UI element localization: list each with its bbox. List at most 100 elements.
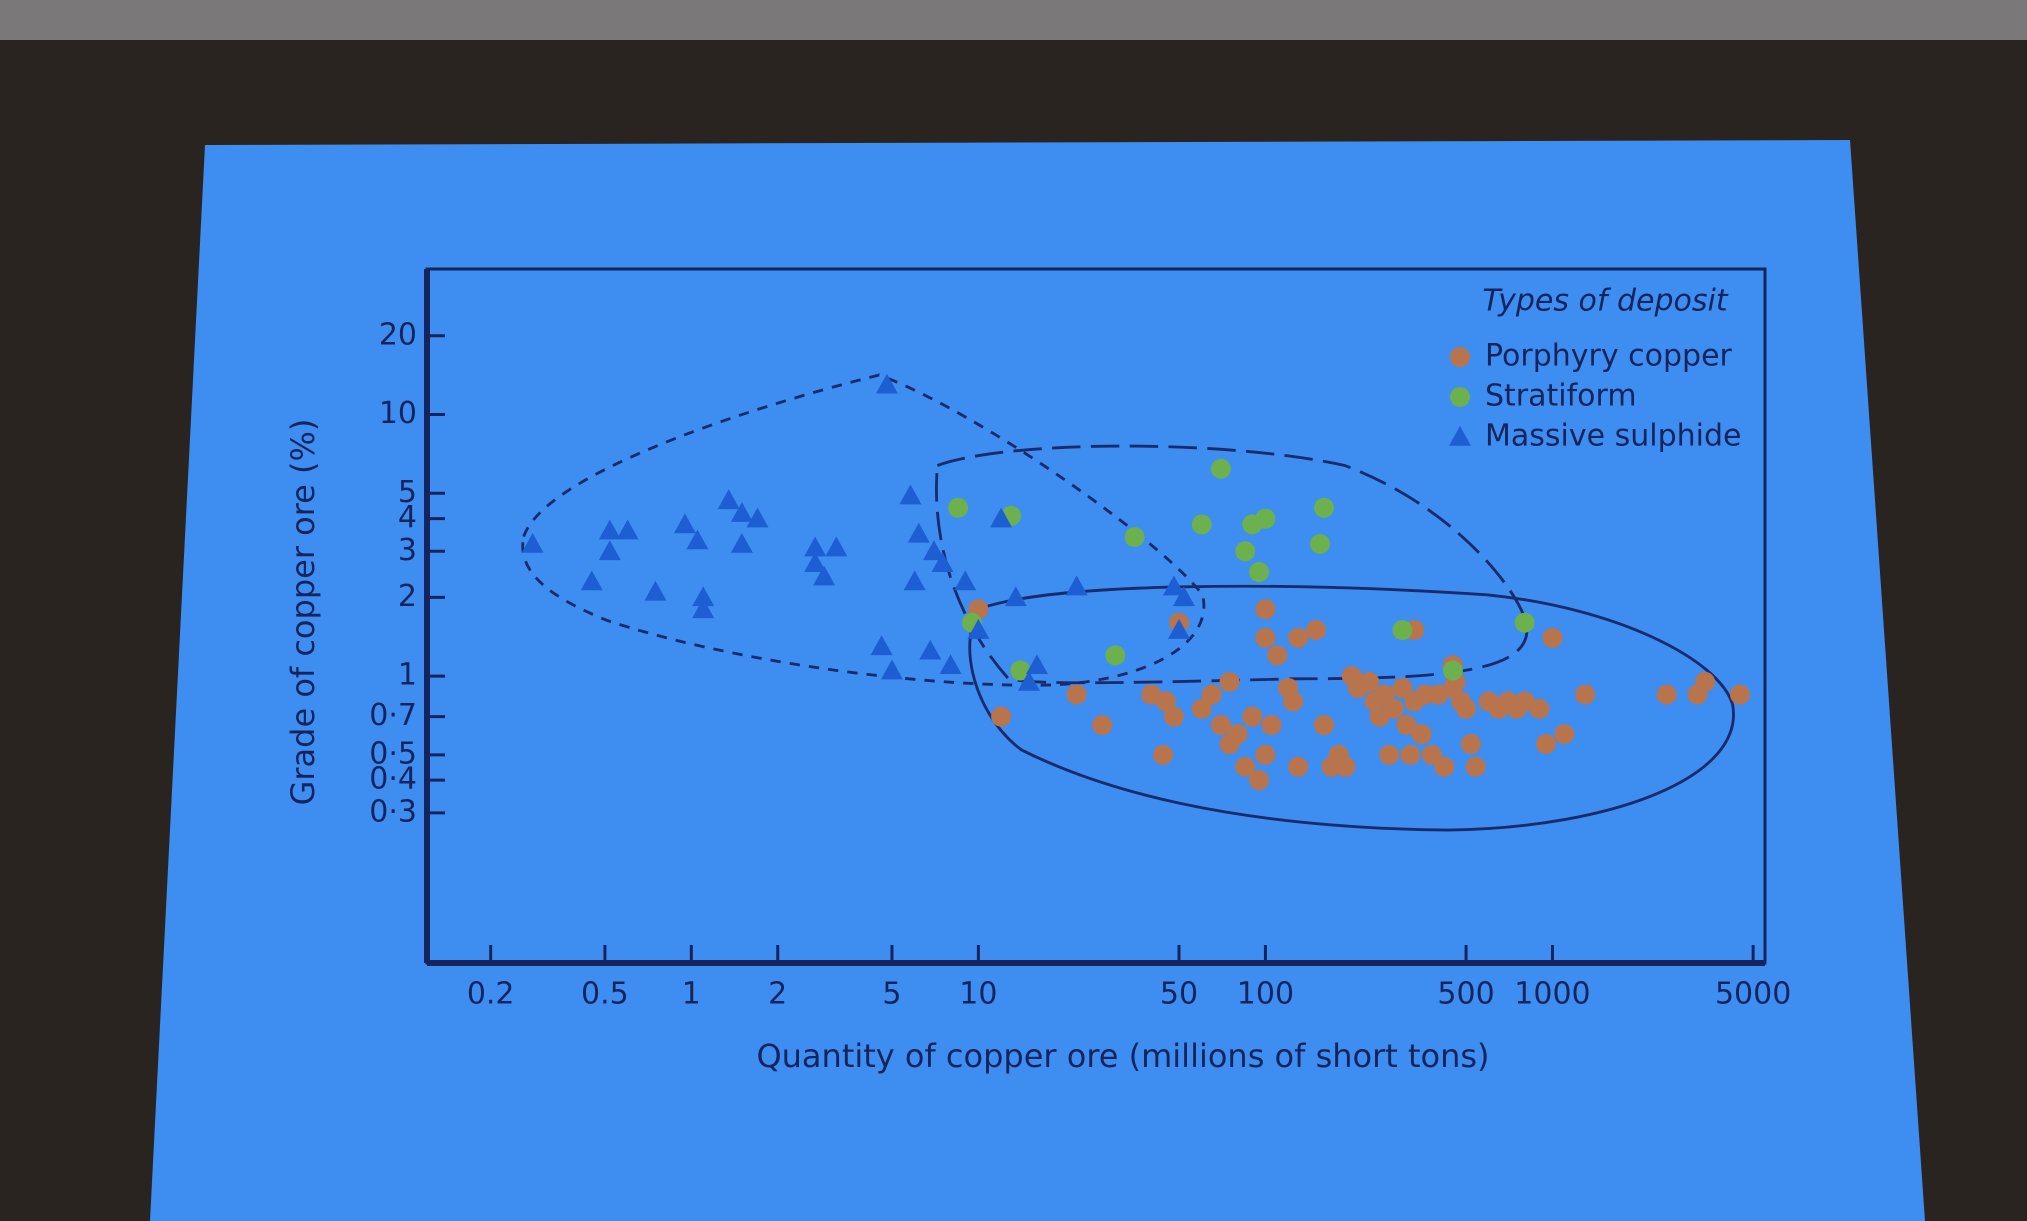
point [899,484,922,505]
point [1249,561,1270,582]
point [1729,684,1750,705]
point [1314,497,1335,518]
point [1465,756,1486,777]
point [1066,684,1087,705]
point [730,502,753,522]
point [1305,620,1326,641]
point [907,522,930,543]
point [1025,654,1048,675]
legend-marker [1449,426,1471,446]
point [1255,599,1276,620]
point [1456,698,1477,719]
point [1092,715,1113,736]
point [1310,533,1331,554]
point [1656,684,1677,705]
legend-label: Porphyry copper [1485,339,1733,374]
point [1163,706,1184,727]
point [1383,698,1404,719]
point [903,570,926,591]
x-tick-label: 10 [959,977,997,1012]
point [1283,691,1304,712]
y-tick-label: 0·7 [369,698,417,733]
point [1514,612,1535,633]
point [1017,670,1040,691]
y-tick-label: 0·5 [369,736,417,771]
point [673,513,696,534]
point [1554,724,1575,745]
point [1105,645,1126,666]
point [580,570,603,591]
legend-label: Stratiform [1485,379,1637,414]
x-tick-label: 500 [1437,977,1494,1012]
point [746,507,769,528]
point [692,586,715,607]
point [1004,586,1027,607]
point [1288,627,1309,648]
x-tick-label: 1 [682,977,701,1012]
y-tick-label: 3 [398,533,417,568]
x-tick-label: 2 [768,977,787,1012]
point [939,654,962,675]
point [1542,627,1563,648]
y-tick-label: 4 [398,500,417,535]
point [1124,527,1145,548]
y-tick-label: 20 [379,317,417,352]
point [1335,756,1356,777]
point [1314,715,1335,736]
point [1536,733,1557,754]
y-tick-label: 1 [398,658,417,693]
porphyry-envelope [968,584,1735,832]
point [1249,770,1270,791]
point [804,536,827,557]
point [1396,715,1417,736]
point [1288,756,1309,777]
point [1359,671,1380,692]
point [1267,645,1288,666]
y-axis-label: Grade of copper ore (%) [284,419,322,806]
x-tick-label: 100 [1237,977,1294,1012]
point [598,519,621,540]
x-tick-label: 5 [882,977,901,1012]
legend-marker [1450,387,1470,407]
point [1210,458,1231,479]
x-tick-label: 0.5 [581,977,629,1012]
point [1201,684,1222,705]
point [1421,744,1442,765]
stratiform-envelope [935,444,1529,685]
point [1255,744,1276,765]
x-tick-label: 1000 [1514,977,1590,1012]
y-tick-label: 0·3 [369,794,417,829]
point [825,536,848,557]
point [1392,678,1413,699]
point [1460,733,1481,754]
point [880,659,903,680]
y-tick-label: 2 [398,579,417,614]
y-tick-label: 5 [398,475,417,510]
point [598,540,621,561]
point [1168,619,1191,639]
point [870,635,893,656]
point [1392,620,1413,641]
massive-envelope [521,373,1206,687]
point [692,598,715,619]
point [1235,541,1256,562]
point [1529,698,1550,719]
point [730,532,753,553]
point [954,570,977,591]
point [990,507,1013,528]
x-tick-label: 0.2 [467,977,515,1012]
point [1575,684,1596,705]
x-tick-label: 50 [1160,977,1198,1012]
x-axis-label: Quantity of copper ore (millions of shor… [756,1037,1489,1075]
point [804,552,827,573]
point [1374,684,1395,705]
x-tick-label: 5000 [1715,977,1791,1012]
point [1255,627,1276,648]
point [644,580,667,601]
point [1242,706,1263,727]
point [1162,575,1185,596]
point [1172,586,1195,607]
y-tick-label: 10 [379,396,417,431]
